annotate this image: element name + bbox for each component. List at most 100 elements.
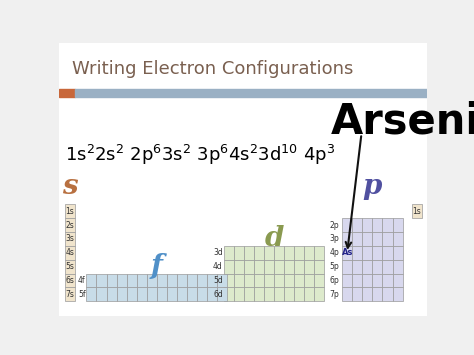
Bar — [383, 260, 392, 274]
Bar — [218, 288, 228, 301]
Bar — [373, 260, 383, 274]
Bar — [392, 274, 402, 288]
Bar — [314, 260, 324, 274]
Bar — [207, 274, 218, 288]
Bar — [234, 260, 244, 274]
Text: 6p: 6p — [330, 276, 339, 285]
Text: 5f: 5f — [78, 290, 86, 299]
Bar — [373, 218, 383, 232]
Bar — [362, 232, 373, 246]
Bar — [373, 288, 383, 301]
Text: 4s: 4s — [65, 248, 74, 257]
Bar — [86, 288, 96, 301]
Bar — [342, 260, 352, 274]
Bar — [107, 274, 117, 288]
Bar — [75, 89, 427, 97]
Bar — [314, 288, 324, 301]
Bar — [274, 260, 284, 274]
Bar — [304, 288, 314, 301]
Bar — [294, 246, 304, 260]
Bar — [254, 260, 264, 274]
Text: 3p: 3p — [330, 234, 339, 244]
Text: f: f — [151, 253, 163, 280]
Bar — [127, 288, 137, 301]
Bar — [177, 288, 187, 301]
Bar — [167, 288, 177, 301]
Bar — [96, 288, 107, 301]
Bar — [294, 288, 304, 301]
Text: 2p: 2p — [330, 220, 339, 230]
Bar — [167, 274, 177, 288]
Bar — [264, 260, 274, 274]
Bar — [64, 246, 75, 260]
Bar — [187, 288, 197, 301]
Bar — [352, 260, 362, 274]
Bar — [342, 288, 352, 301]
Text: 6d: 6d — [213, 290, 223, 299]
Bar — [352, 274, 362, 288]
Bar — [362, 274, 373, 288]
Bar — [117, 274, 127, 288]
Text: 4f: 4f — [78, 276, 86, 285]
Text: 5s: 5s — [65, 262, 74, 271]
Bar — [147, 288, 157, 301]
Text: d: d — [264, 225, 283, 252]
Bar — [177, 274, 187, 288]
Bar — [362, 246, 373, 260]
Bar — [107, 288, 117, 301]
Text: 4p: 4p — [330, 248, 339, 257]
Bar — [412, 204, 422, 218]
Text: 3d: 3d — [213, 248, 223, 257]
Bar — [392, 246, 402, 260]
Bar — [59, 89, 75, 97]
Bar — [218, 274, 228, 288]
Text: 5p: 5p — [330, 262, 339, 271]
Bar — [352, 232, 362, 246]
Bar — [342, 274, 352, 288]
Bar — [234, 246, 244, 260]
Bar — [274, 246, 284, 260]
Bar — [137, 288, 147, 301]
Bar — [342, 218, 352, 232]
Bar — [274, 288, 284, 301]
Bar — [362, 218, 373, 232]
Bar — [294, 274, 304, 288]
Bar — [352, 218, 362, 232]
Bar — [352, 288, 362, 301]
Bar — [373, 274, 383, 288]
Text: 1s: 1s — [65, 207, 74, 216]
Bar — [314, 274, 324, 288]
Text: 2s: 2s — [65, 220, 74, 230]
Bar — [234, 288, 244, 301]
Bar — [197, 274, 207, 288]
Bar — [197, 288, 207, 301]
Bar — [383, 246, 392, 260]
Text: 6s: 6s — [65, 276, 74, 285]
Bar — [96, 274, 107, 288]
Bar — [86, 274, 96, 288]
Bar — [64, 274, 75, 288]
Bar — [284, 246, 294, 260]
Bar — [224, 246, 234, 260]
Text: As: As — [341, 248, 353, 257]
Text: p: p — [363, 174, 382, 201]
Bar — [304, 246, 314, 260]
Bar — [373, 246, 383, 260]
Text: 1s: 1s — [413, 207, 421, 216]
Bar — [147, 274, 157, 288]
Bar — [284, 288, 294, 301]
Bar — [264, 246, 274, 260]
Bar — [342, 232, 352, 246]
Text: Arsenic: Arsenic — [330, 100, 474, 142]
Bar — [224, 260, 234, 274]
Bar — [64, 260, 75, 274]
Bar — [244, 260, 254, 274]
Text: 5d: 5d — [213, 276, 223, 285]
Bar — [254, 274, 264, 288]
Bar — [284, 260, 294, 274]
Bar — [274, 274, 284, 288]
Bar — [207, 288, 218, 301]
Bar — [392, 288, 402, 301]
Bar — [304, 274, 314, 288]
Bar — [244, 274, 254, 288]
